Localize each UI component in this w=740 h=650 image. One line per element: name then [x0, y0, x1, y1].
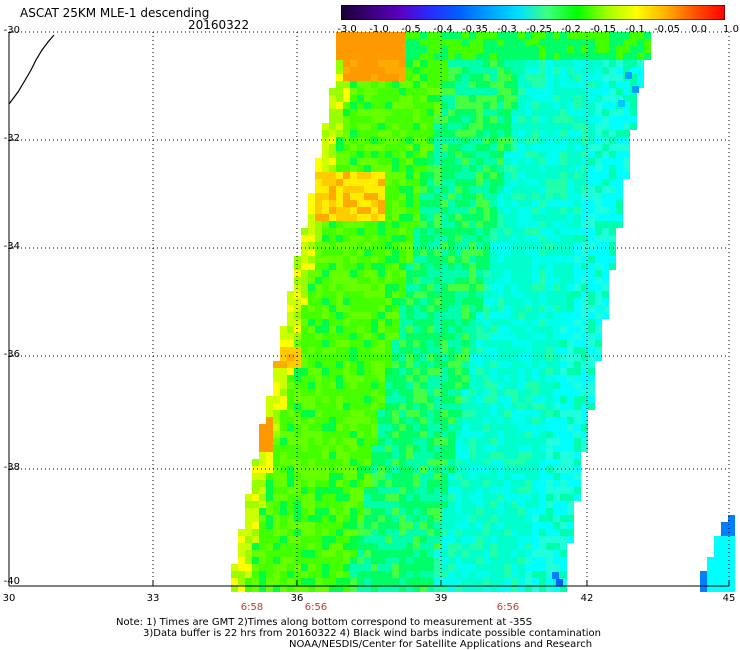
lon-label: 30 [2, 593, 16, 604]
color-scale-tick: -0.35 [462, 24, 488, 35]
note-line-2: 3)Data buffer is 22 hrs from 20160322 4)… [143, 628, 601, 639]
swath-pixels-east [700, 515, 735, 592]
color-scale-tick: -0.25 [526, 24, 552, 35]
lat-label: -30 [3, 25, 20, 36]
lat-label: -34 [3, 241, 20, 252]
lat-label: -32 [3, 133, 20, 144]
lon-label: 36 [290, 593, 304, 604]
note-line-1: Note: 1) Times are GMT 2)Times along bot… [116, 617, 533, 628]
lon-label: 39 [434, 593, 448, 604]
color-scale-tick: -3.0 [337, 24, 357, 35]
color-scale-tick: -0.4 [433, 24, 453, 35]
coastline [8, 34, 55, 105]
color-scale-gradient [341, 5, 725, 20]
lat-label: -36 [3, 349, 20, 360]
color-scale-bar [341, 5, 725, 20]
map-date: 20160322 [188, 18, 250, 32]
time-label: 6:58 [240, 602, 264, 613]
color-scale-tick: 1.0 [723, 24, 739, 35]
color-scale-tick: -0.5 [401, 24, 421, 35]
color-scale-tick: -1.0 [369, 24, 389, 35]
note-line-3: NOAA/NESDIS/Center for Satellite Applica… [289, 639, 593, 650]
lat-label: -38 [3, 462, 20, 473]
color-scale-ticks: -3.0 -1.0 -0.5 -0.4 -0.35 -0.3 -0.25 -0.2 -0.15-… [330, 24, 739, 38]
map-title: ASCAT 25KM MLE-1 descending [20, 6, 210, 20]
lon-label: 33 [146, 593, 160, 604]
lon-label: 42 [580, 593, 594, 604]
color-scale-tick: -0.1 [625, 24, 645, 35]
color-scale-tick: -0.3 [497, 24, 517, 35]
lon-label: 45 [722, 593, 736, 604]
color-scale-tick: -0.15 [590, 24, 616, 35]
time-label: 6:56 [496, 602, 520, 613]
color-scale-tick: -0.2 [561, 24, 581, 35]
color-scale-tick: 0.0 [691, 24, 707, 35]
lat-label: -40 [3, 576, 20, 587]
color-scale-tick: -0.05 [654, 24, 680, 35]
time-label: 6:56 [304, 602, 328, 613]
